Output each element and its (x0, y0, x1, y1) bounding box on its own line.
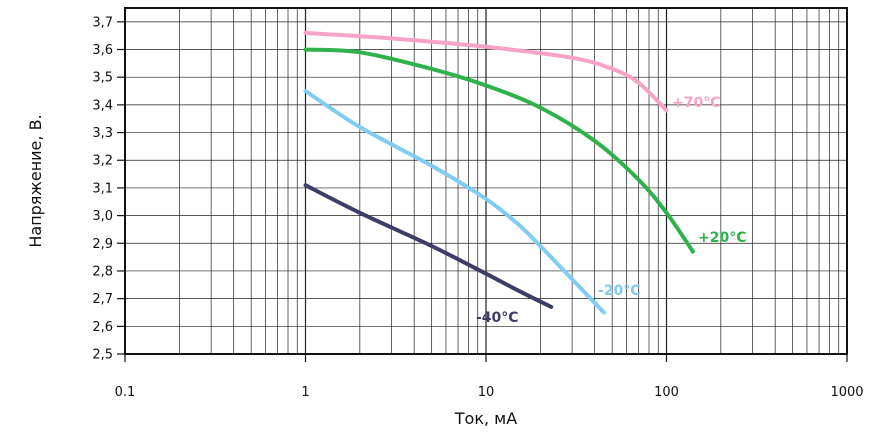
series-label-3: -40°C (476, 310, 519, 326)
y-tick-label: 2,9 (92, 237, 113, 252)
y-tick-label: 3,1 (92, 181, 113, 196)
series-label-2: -20°C (598, 283, 641, 299)
series-line-3 (303, 183, 554, 309)
y-axis-title: Напряжение, В. (26, 114, 45, 247)
y-tick-label: 3,3 (92, 126, 113, 141)
x-tick-label: 1 (301, 385, 309, 400)
y-tick-label: 3,6 (92, 43, 113, 58)
series-labels: +70°C +20°C -20°C -40°C (476, 95, 747, 326)
series-line-2 (303, 89, 606, 315)
y-tick-label: 2,5 (92, 348, 113, 363)
series-label-1: +20°C (698, 230, 747, 246)
y-tick-label: 3,2 (92, 154, 113, 169)
y-tick-label: 3,0 (92, 209, 113, 224)
series-line-1 (303, 47, 695, 254)
tick-labels: 2,5 2,6 2,7 2,8 2,9 3,0 3,1 3,2 3,3 3,4 3,5 3,6 3,7 0… (92, 15, 863, 400)
x-tick-label: 1000 (830, 385, 863, 400)
x-tick-label: 100 (654, 385, 679, 400)
series-label-0: +70°C (672, 95, 721, 111)
y-tick-label: 3,7 (92, 15, 113, 30)
y-tick-label: 2,8 (92, 264, 113, 279)
grid (124, 7, 847, 355)
y-tick-label: 2,7 (92, 292, 113, 307)
series-line-0 (303, 30, 669, 113)
x-tick-label: 10 (478, 385, 495, 400)
x-axis-title: Ток, мА (454, 409, 517, 428)
x-tick-label: 0.1 (115, 385, 136, 400)
series-lines (303, 30, 695, 315)
y-tick-label: 2,6 (92, 320, 113, 335)
y-tick-label: 3,5 (92, 71, 113, 86)
y-tick-label: 3,4 (92, 98, 113, 113)
